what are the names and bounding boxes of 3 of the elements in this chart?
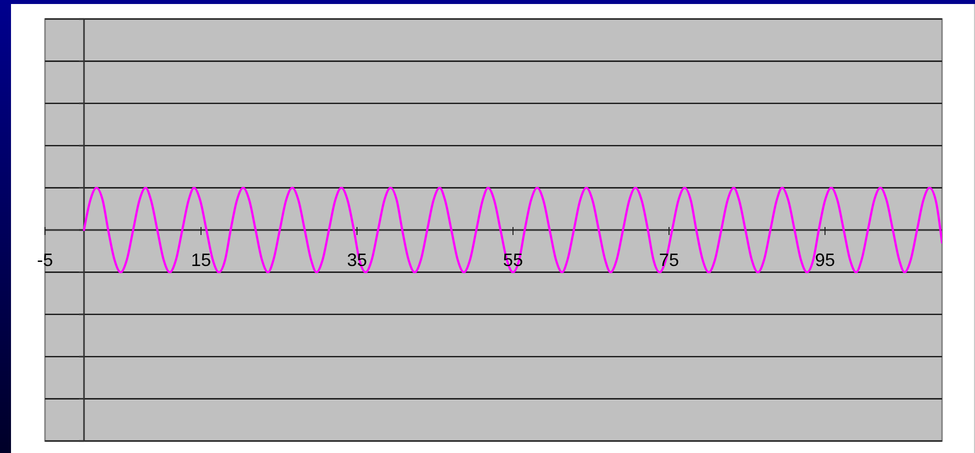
x-tick-label: -5 [36,250,54,270]
x-tick-label: 95 [814,250,836,270]
x-tick-label: 15 [190,250,212,270]
